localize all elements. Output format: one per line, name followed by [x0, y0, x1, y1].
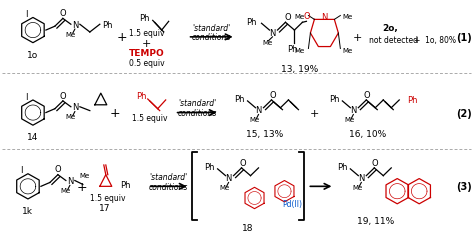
- Text: 1o: 1o: [27, 51, 38, 60]
- Text: 'standard': 'standard': [178, 99, 216, 108]
- Text: N: N: [72, 103, 78, 112]
- Text: Me: Me: [80, 172, 90, 178]
- Text: 17: 17: [99, 203, 110, 212]
- Text: N: N: [269, 28, 276, 37]
- Text: +: +: [117, 31, 127, 44]
- Text: conditions: conditions: [177, 109, 217, 118]
- Text: 'standard': 'standard': [150, 172, 188, 181]
- Text: Me: Me: [249, 117, 260, 123]
- Text: N: N: [358, 173, 365, 182]
- Text: not detected: not detected: [369, 36, 418, 45]
- Text: +: +: [109, 106, 120, 120]
- Text: Ph: Ph: [246, 18, 257, 27]
- Text: O: O: [284, 13, 291, 22]
- Text: Ph: Ph: [120, 180, 130, 189]
- Text: N: N: [255, 106, 262, 115]
- Text: I: I: [25, 92, 27, 101]
- Text: 13, 19%: 13, 19%: [281, 65, 318, 74]
- Text: 1.5 equiv: 1.5 equiv: [132, 113, 167, 122]
- Text: Me: Me: [352, 185, 363, 191]
- Text: 1.5 equiv: 1.5 equiv: [129, 29, 164, 38]
- Text: Ph: Ph: [329, 95, 340, 104]
- Text: N: N: [72, 21, 78, 30]
- Text: O: O: [364, 90, 371, 99]
- Text: 14: 14: [27, 133, 38, 142]
- Text: Ph: Ph: [337, 163, 348, 172]
- Text: TEMPO: TEMPO: [129, 49, 164, 58]
- Text: Me: Me: [61, 187, 71, 193]
- Text: N: N: [321, 13, 328, 22]
- Text: O: O: [55, 165, 61, 174]
- Text: +: +: [310, 108, 319, 118]
- Text: I: I: [25, 10, 27, 19]
- Text: N: N: [225, 173, 232, 182]
- Text: Ph: Ph: [136, 91, 146, 100]
- Text: N: N: [350, 106, 356, 115]
- Text: conditions: conditions: [192, 33, 231, 42]
- Text: Me: Me: [342, 48, 353, 54]
- Text: 1.5 equiv: 1.5 equiv: [90, 194, 126, 203]
- Text: Me: Me: [342, 13, 353, 19]
- Text: I: I: [20, 166, 22, 175]
- Text: Ph: Ph: [205, 163, 215, 172]
- Text: Me: Me: [344, 117, 355, 123]
- Text: +  1o, 80%: + 1o, 80%: [414, 36, 456, 45]
- Text: Ph: Ph: [407, 96, 418, 105]
- Text: 'standard': 'standard': [192, 24, 231, 33]
- Text: N: N: [67, 176, 73, 185]
- Text: Ph: Ph: [235, 95, 245, 104]
- Text: (3): (3): [456, 182, 472, 191]
- Text: 18: 18: [242, 223, 253, 231]
- Text: 16, 10%: 16, 10%: [349, 130, 386, 139]
- Text: O: O: [239, 158, 246, 167]
- Text: O: O: [372, 158, 379, 167]
- Text: Me: Me: [294, 48, 304, 54]
- Text: Pd(II): Pd(II): [283, 199, 302, 208]
- Text: 0.5 equiv: 0.5 equiv: [129, 58, 164, 67]
- Text: (1): (1): [456, 33, 472, 43]
- Text: (2): (2): [456, 108, 472, 118]
- Text: Ph: Ph: [139, 14, 150, 23]
- Text: Ph: Ph: [287, 45, 298, 54]
- Text: O: O: [269, 90, 276, 99]
- Text: 15, 13%: 15, 13%: [246, 130, 283, 139]
- Text: O: O: [60, 9, 66, 18]
- Text: Me: Me: [219, 185, 230, 191]
- Text: +: +: [142, 39, 151, 49]
- Text: Me: Me: [294, 13, 304, 19]
- Text: 19, 11%: 19, 11%: [356, 216, 394, 225]
- Text: +: +: [353, 33, 362, 43]
- Text: 1k: 1k: [22, 206, 34, 215]
- Text: Me: Me: [66, 32, 76, 38]
- Text: O: O: [303, 12, 310, 21]
- Text: Ph: Ph: [102, 21, 113, 30]
- Text: conditions: conditions: [149, 182, 188, 191]
- Text: +: +: [76, 180, 87, 193]
- Text: Me: Me: [66, 114, 76, 120]
- Text: 2o,: 2o,: [382, 24, 398, 33]
- Text: O: O: [60, 91, 66, 100]
- Text: Me: Me: [263, 40, 273, 46]
